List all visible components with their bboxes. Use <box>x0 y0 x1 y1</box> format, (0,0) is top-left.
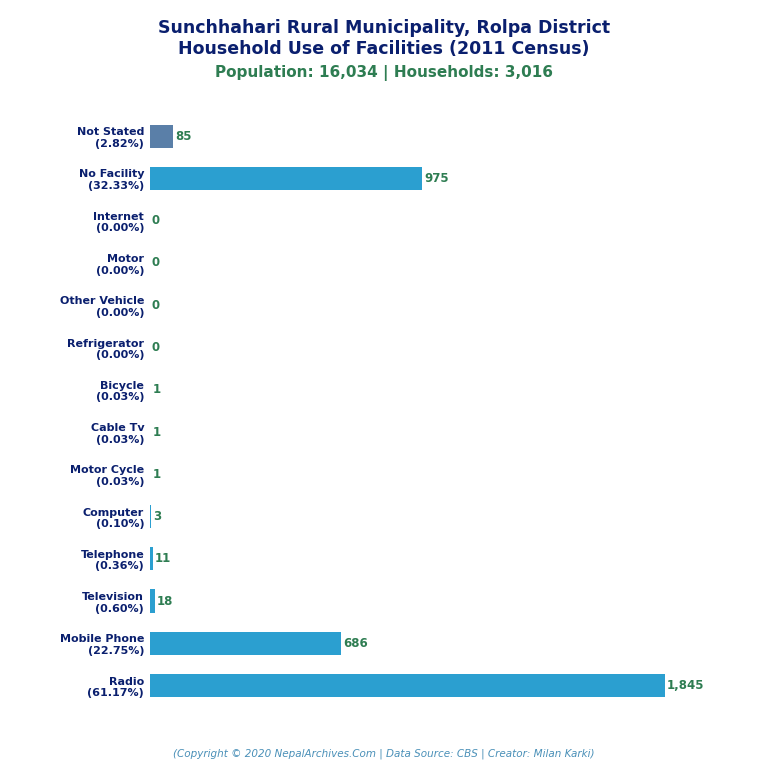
Text: 0: 0 <box>151 341 159 354</box>
Bar <box>150 505 151 528</box>
Text: 1: 1 <box>152 425 161 439</box>
Bar <box>150 631 341 655</box>
Text: 3: 3 <box>153 510 161 523</box>
Bar <box>150 124 174 148</box>
Text: (Copyright © 2020 NepalArchives.Com | Data Source: CBS | Creator: Milan Karki): (Copyright © 2020 NepalArchives.Com | Da… <box>174 748 594 759</box>
Bar <box>150 167 422 190</box>
Text: Household Use of Facilities (2011 Census): Household Use of Facilities (2011 Census… <box>178 40 590 58</box>
Text: 1,845: 1,845 <box>667 679 704 692</box>
Bar <box>150 674 664 697</box>
Text: 975: 975 <box>424 172 449 185</box>
Bar <box>150 589 155 613</box>
Text: Sunchhahari Rural Municipality, Rolpa District: Sunchhahari Rural Municipality, Rolpa Di… <box>158 19 610 37</box>
Text: 0: 0 <box>151 257 159 270</box>
Text: 686: 686 <box>343 637 368 650</box>
Text: 0: 0 <box>151 214 159 227</box>
Text: 1: 1 <box>152 468 161 481</box>
Text: 11: 11 <box>155 552 171 565</box>
Text: 0: 0 <box>151 299 159 312</box>
Text: 1: 1 <box>152 383 161 396</box>
Text: 85: 85 <box>176 130 192 143</box>
Text: Population: 16,034 | Households: 3,016: Population: 16,034 | Households: 3,016 <box>215 65 553 81</box>
Bar <box>150 547 153 571</box>
Text: 18: 18 <box>157 594 174 607</box>
